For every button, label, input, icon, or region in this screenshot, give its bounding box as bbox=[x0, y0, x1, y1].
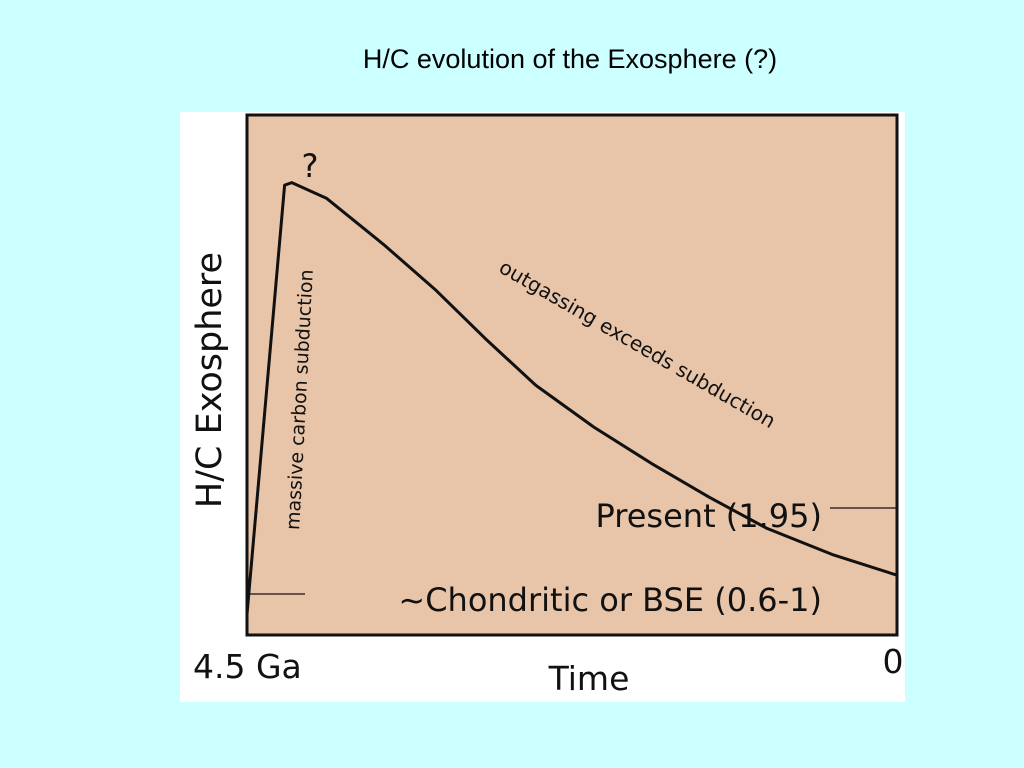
x-axis-label: Time bbox=[548, 659, 630, 698]
slide-title: H/C evolution of the Exosphere (?) bbox=[362, 44, 778, 74]
peak-question-mark: ? bbox=[302, 147, 319, 185]
initial-annotation: ~Chondritic or BSE (0.6-1) bbox=[398, 581, 822, 619]
plot-area bbox=[245, 113, 899, 637]
x-tick-left: 4.5 Ga bbox=[193, 647, 302, 686]
present-annotation: Present (1.95) bbox=[596, 497, 822, 535]
hc-evolution-line bbox=[245, 181, 899, 616]
x-tick-right: 0 bbox=[883, 642, 904, 681]
y-axis-label: H/C Exosphere bbox=[190, 252, 230, 508]
